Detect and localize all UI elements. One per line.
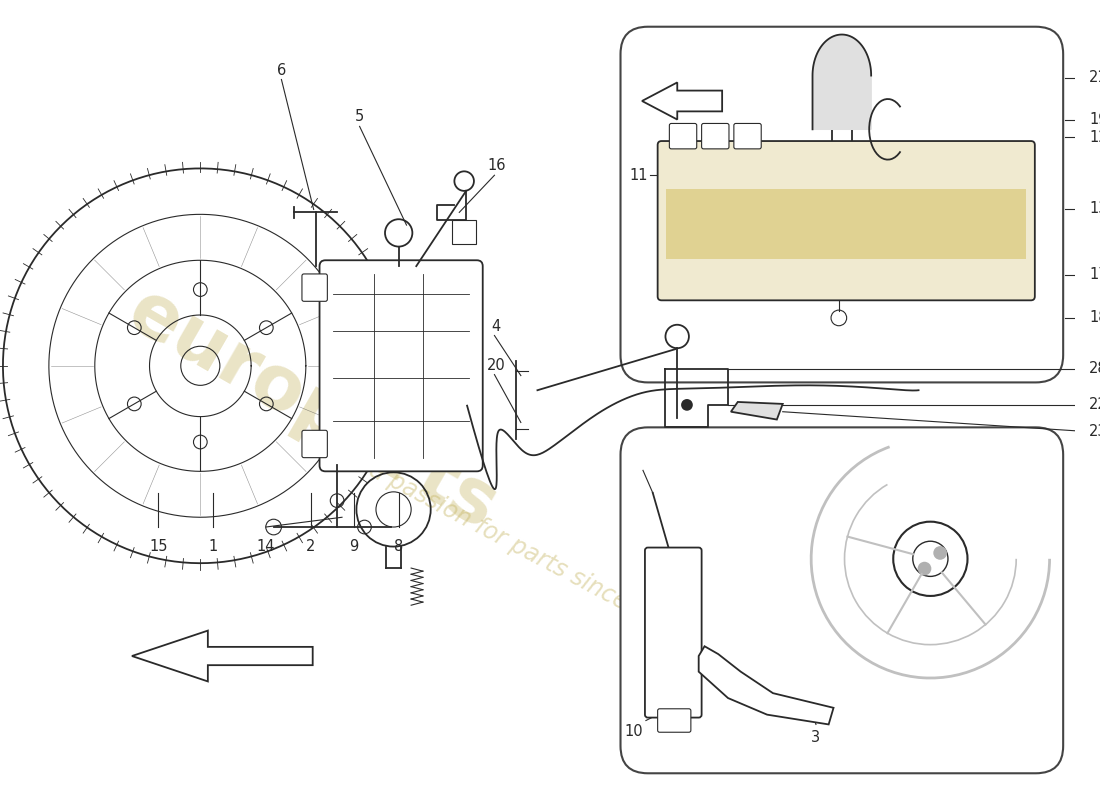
Text: europarts: europarts	[114, 274, 510, 545]
Text: 9: 9	[349, 538, 359, 554]
Text: a passion for parts since...: a passion for parts since...	[365, 458, 651, 626]
Text: 2: 2	[306, 538, 316, 554]
Text: 15: 15	[150, 538, 167, 554]
Circle shape	[681, 399, 693, 410]
Polygon shape	[698, 646, 834, 725]
FancyBboxPatch shape	[658, 141, 1035, 300]
Bar	[452, 220, 476, 244]
Text: 5: 5	[355, 110, 364, 125]
Polygon shape	[730, 402, 783, 419]
Bar	[667, 189, 1026, 259]
Text: 12: 12	[1089, 130, 1100, 145]
Text: 23: 23	[1089, 424, 1100, 438]
Polygon shape	[642, 82, 722, 119]
Text: 1: 1	[208, 538, 218, 554]
Text: 4: 4	[492, 318, 500, 334]
FancyBboxPatch shape	[301, 274, 328, 302]
Polygon shape	[132, 630, 312, 682]
FancyBboxPatch shape	[645, 547, 702, 718]
Polygon shape	[813, 34, 871, 130]
Text: 3: 3	[812, 730, 821, 746]
FancyBboxPatch shape	[670, 123, 696, 149]
Text: 16: 16	[487, 158, 506, 174]
Circle shape	[917, 562, 932, 575]
FancyBboxPatch shape	[301, 430, 328, 458]
Text: 17: 17	[1089, 267, 1100, 282]
FancyBboxPatch shape	[620, 26, 1064, 382]
FancyBboxPatch shape	[702, 123, 729, 149]
Text: 19: 19	[1089, 112, 1100, 127]
Text: 14: 14	[256, 538, 275, 554]
Text: 20: 20	[487, 358, 506, 373]
Text: 6: 6	[277, 62, 286, 78]
FancyBboxPatch shape	[658, 709, 691, 732]
Text: 8: 8	[394, 538, 404, 554]
Text: 18: 18	[1089, 310, 1100, 326]
FancyBboxPatch shape	[319, 260, 483, 471]
Text: 11: 11	[629, 168, 648, 182]
FancyBboxPatch shape	[734, 123, 761, 149]
Text: 21: 21	[1089, 70, 1100, 85]
Text: 13: 13	[1089, 202, 1100, 217]
Circle shape	[933, 546, 947, 560]
Text: 28: 28	[1089, 362, 1100, 376]
FancyBboxPatch shape	[620, 427, 1064, 774]
Text: 22: 22	[1089, 398, 1100, 412]
Text: 10: 10	[625, 725, 644, 739]
